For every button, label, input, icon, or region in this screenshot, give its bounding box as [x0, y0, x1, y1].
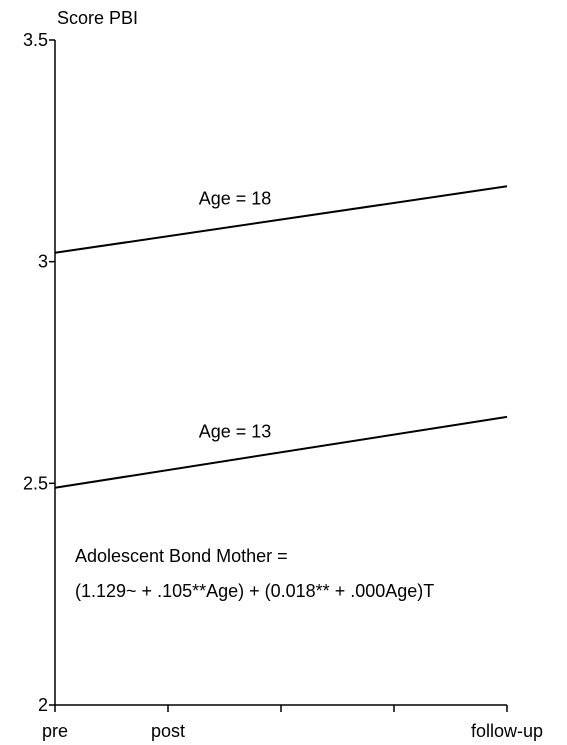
y-tick-label: 2: [38, 695, 48, 715]
line: [54, 415, 508, 489]
line: [54, 185, 508, 254]
series-label: Age = 13: [199, 421, 272, 441]
x-tick-label: pre: [42, 721, 68, 741]
y-tick-label: 3: [38, 252, 48, 272]
y-tick-label: 2.5: [23, 473, 48, 493]
annotation: (1.129~ + .105**Age) + (0.018** + .000Ag…: [75, 581, 434, 601]
x-tick-label: post: [151, 721, 185, 741]
x-tick-label: follow-up: [471, 721, 543, 741]
y-axis-label: Score PBI: [57, 8, 138, 28]
series-label: Age = 18: [199, 189, 272, 209]
annotation: Adolescent Bond Mother =: [75, 546, 288, 566]
y-tick-label: 3.5: [23, 30, 48, 50]
